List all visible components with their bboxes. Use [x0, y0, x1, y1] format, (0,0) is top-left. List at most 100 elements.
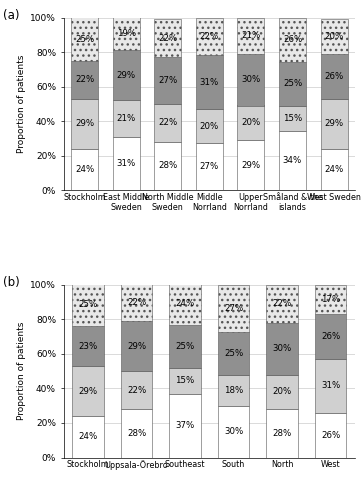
- Text: 26%: 26%: [321, 430, 340, 440]
- Y-axis label: Proportion of patients: Proportion of patients: [17, 322, 26, 420]
- Bar: [154, 19, 181, 57]
- Text: 18%: 18%: [224, 386, 243, 394]
- Text: 29%: 29%: [325, 119, 344, 128]
- Text: 37%: 37%: [175, 421, 195, 430]
- Text: 25%: 25%: [175, 342, 195, 350]
- Text: 31%: 31%: [200, 78, 219, 86]
- Bar: [218, 374, 249, 406]
- Text: 26%: 26%: [321, 332, 340, 341]
- Bar: [321, 148, 348, 190]
- Text: 28%: 28%: [273, 429, 292, 438]
- Text: 23%: 23%: [78, 342, 98, 350]
- Text: (b): (b): [3, 276, 19, 289]
- Text: 27%: 27%: [200, 162, 219, 172]
- Bar: [315, 412, 347, 458]
- Bar: [169, 394, 201, 458]
- Bar: [154, 142, 181, 190]
- Bar: [121, 409, 152, 458]
- Bar: [315, 285, 347, 314]
- Text: 19%: 19%: [116, 30, 136, 38]
- Text: 27%: 27%: [224, 304, 243, 312]
- Bar: [71, 98, 98, 148]
- Bar: [169, 324, 201, 368]
- Text: 15%: 15%: [283, 114, 302, 123]
- Bar: [266, 285, 298, 323]
- Bar: [121, 371, 152, 409]
- Bar: [71, 148, 98, 190]
- Bar: [112, 18, 140, 50]
- Bar: [112, 136, 140, 190]
- Bar: [121, 283, 152, 321]
- Text: (a): (a): [3, 9, 19, 22]
- Bar: [237, 106, 264, 140]
- Bar: [315, 359, 347, 412]
- Bar: [112, 100, 140, 136]
- Bar: [237, 140, 264, 190]
- Bar: [72, 283, 104, 327]
- Bar: [279, 132, 306, 190]
- Text: 29%: 29%: [116, 71, 136, 80]
- Text: 22%: 22%: [158, 34, 177, 42]
- Bar: [154, 57, 181, 104]
- Text: 22%: 22%: [158, 118, 177, 128]
- Text: 25%: 25%: [75, 34, 94, 43]
- Text: 29%: 29%: [75, 119, 94, 128]
- Text: 20%: 20%: [324, 32, 344, 41]
- Bar: [321, 98, 348, 148]
- Text: 21%: 21%: [116, 114, 136, 123]
- Text: 26%: 26%: [283, 36, 302, 44]
- Text: 20%: 20%: [200, 122, 219, 130]
- Bar: [169, 283, 201, 325]
- Text: 20%: 20%: [273, 388, 292, 396]
- Bar: [266, 409, 298, 458]
- Bar: [279, 18, 306, 62]
- Bar: [315, 314, 347, 359]
- Text: 25%: 25%: [224, 348, 243, 358]
- Bar: [321, 54, 348, 98]
- Text: 34%: 34%: [283, 156, 302, 165]
- Bar: [218, 285, 249, 332]
- Text: 26%: 26%: [324, 72, 344, 80]
- Text: 22%: 22%: [273, 300, 292, 308]
- Bar: [72, 326, 104, 366]
- Text: 31%: 31%: [116, 159, 136, 168]
- Text: 22%: 22%: [127, 298, 146, 306]
- Text: 30%: 30%: [224, 427, 243, 436]
- Bar: [237, 18, 264, 54]
- Text: 28%: 28%: [158, 162, 177, 170]
- Bar: [112, 50, 140, 100]
- Bar: [218, 332, 249, 374]
- Text: 22%: 22%: [200, 32, 219, 41]
- Text: 24%: 24%: [324, 165, 344, 174]
- Bar: [266, 374, 298, 409]
- Bar: [196, 109, 223, 144]
- Bar: [196, 144, 223, 190]
- Text: 15%: 15%: [175, 376, 195, 385]
- Text: 24%: 24%: [78, 432, 98, 442]
- Bar: [218, 406, 249, 458]
- Text: 30%: 30%: [241, 75, 261, 84]
- Text: 25%: 25%: [283, 80, 302, 88]
- Bar: [279, 62, 306, 106]
- Bar: [237, 54, 264, 106]
- Bar: [154, 104, 181, 142]
- Bar: [169, 368, 201, 394]
- Text: 28%: 28%: [127, 429, 146, 438]
- Bar: [71, 18, 98, 60]
- Bar: [72, 416, 104, 458]
- Text: 17%: 17%: [321, 295, 340, 304]
- Bar: [71, 60, 98, 98]
- Text: 24%: 24%: [75, 165, 94, 174]
- Text: 20%: 20%: [241, 118, 261, 128]
- Bar: [321, 19, 348, 54]
- Text: 31%: 31%: [321, 382, 340, 390]
- Text: 22%: 22%: [75, 75, 94, 84]
- Text: 29%: 29%: [241, 160, 261, 170]
- Text: 22%: 22%: [127, 386, 146, 394]
- Text: 21%: 21%: [241, 31, 261, 40]
- Text: 29%: 29%: [127, 342, 146, 350]
- Bar: [279, 106, 306, 132]
- Text: 25%: 25%: [78, 300, 98, 310]
- Bar: [196, 18, 223, 56]
- Text: 29%: 29%: [78, 386, 98, 396]
